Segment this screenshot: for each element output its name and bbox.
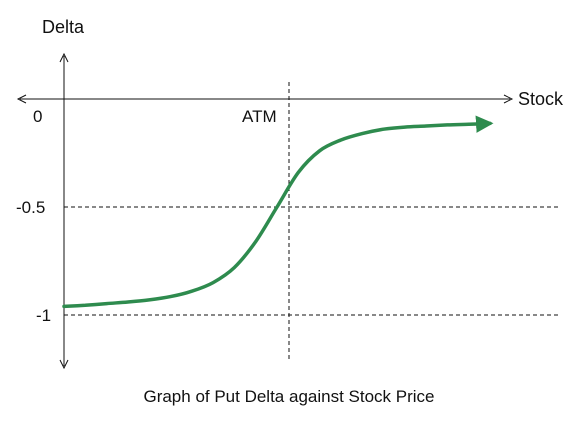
y-tick-label-neg-half: -0.5 — [16, 198, 45, 217]
axes — [16, 52, 514, 370]
x-axis-title: Stock — [518, 89, 564, 109]
x-axis-arrow-right — [503, 94, 514, 104]
y-tick-label-neg-one: -1 — [36, 306, 51, 325]
y-axis-arrow-bottom — [59, 359, 69, 370]
chart-title: Graph of Put Delta against Stock Price — [143, 387, 434, 406]
put-delta-curve — [62, 115, 494, 309]
x-axis-arrow-left — [16, 94, 27, 104]
x-tick-label-atm: ATM — [242, 107, 277, 126]
reference-lines — [64, 82, 558, 360]
y-axis-arrow-top — [59, 52, 69, 63]
y-axis-title: Delta — [42, 17, 85, 37]
y-tick-label-0: 0 — [33, 107, 42, 126]
